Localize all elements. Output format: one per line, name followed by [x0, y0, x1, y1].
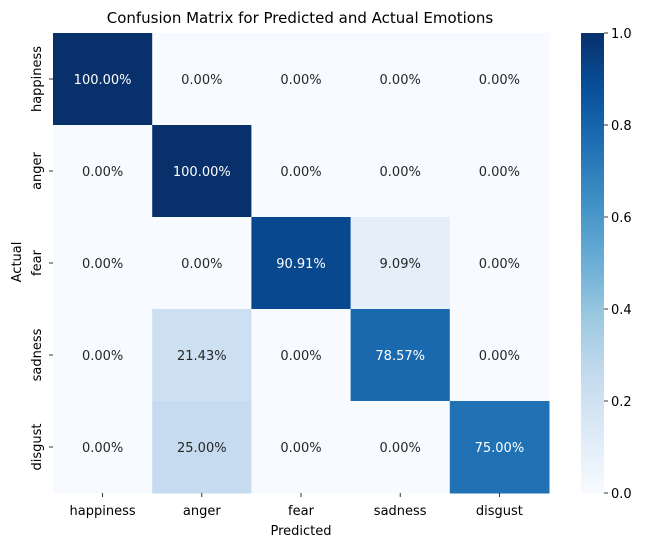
cell-annotation: 9.09% — [380, 257, 421, 272]
cell-annotation: 0.00% — [280, 73, 321, 88]
y-tick-label: happiness — [30, 46, 45, 112]
colorbar-tick-label: 1.0 — [611, 27, 632, 42]
cell-annotation: 0.00% — [479, 257, 520, 272]
heatmap-cell — [53, 125, 153, 218]
cell-annotation: 90.91% — [276, 257, 326, 272]
heatmap-cell — [53, 217, 153, 310]
cell-annotation: 0.00% — [82, 257, 123, 272]
cell-annotation: 100.00% — [74, 73, 132, 88]
heatmap-cell — [449, 401, 550, 494]
cell-annotation: 0.00% — [380, 73, 421, 88]
x-axis-label: Predicted — [270, 524, 331, 539]
colorbar-tick-label: 0.2 — [611, 395, 632, 410]
cell-annotation: 0.00% — [82, 349, 123, 364]
chart-title: Confusion Matrix for Predicted and Actua… — [107, 9, 494, 27]
cell-annotation: 0.00% — [479, 73, 520, 88]
heatmap-cell — [251, 125, 352, 218]
cell-annotations: 100.00% 0.00% 0.00% 0.00% 0.00% 0.00% 100.00% 0… — [74, 73, 525, 456]
colorbar-tick-label: 0.8 — [611, 119, 632, 134]
x-tick-label: anger — [183, 504, 221, 519]
colorbar-tick-label: 0.0 — [611, 487, 632, 502]
heatmap-cell — [152, 401, 252, 494]
x-tick-label: disgust — [476, 504, 523, 519]
cell-annotation: 0.00% — [479, 165, 520, 180]
heatmap-cell — [251, 309, 352, 402]
cell-annotation: 21.43% — [177, 349, 227, 364]
heatmap-cell — [449, 309, 550, 402]
cell-annotation: 75.00% — [475, 441, 525, 456]
heatmap-cell — [350, 217, 451, 310]
cell-annotation: 25.00% — [177, 441, 227, 456]
heatmap-cell — [53, 401, 153, 494]
y-tick-label: disgust — [30, 424, 45, 471]
cell-annotation: 0.00% — [380, 165, 421, 180]
heatmap-cell — [350, 309, 451, 402]
heatmap-cell — [350, 401, 451, 494]
cell-annotation: 100.00% — [173, 165, 231, 180]
heatmap-cell — [152, 309, 252, 402]
heatmap-cell — [152, 33, 252, 126]
heatmap-cell — [251, 401, 352, 494]
y-tick-label: anger — [30, 151, 45, 189]
colorbar-ticks: 0.0 0.2 0.4 0.6 0.8 1.0 — [604, 27, 632, 502]
cell-annotation: 0.00% — [82, 441, 123, 456]
colorbar-tick-label: 0.6 — [611, 211, 632, 226]
cell-annotation: 0.00% — [82, 165, 123, 180]
heatmap-cell — [350, 33, 451, 126]
heatmap-cell — [449, 33, 550, 126]
x-tick-label: fear — [288, 504, 315, 519]
y-axis-ticks: happiness anger fear sadness disgust — [30, 46, 53, 471]
y-axis-label: Actual — [10, 242, 25, 283]
x-tick-label: sadness — [374, 504, 427, 519]
cell-annotation: 0.00% — [479, 349, 520, 364]
heatmap-cell — [251, 33, 352, 126]
x-axis-ticks: happiness anger fear sadness disgust — [70, 493, 523, 519]
heatmap-cell — [350, 125, 451, 218]
colorbar-tick-label: 0.4 — [611, 303, 632, 318]
x-tick-label: happiness — [70, 504, 136, 519]
heatmap-cells — [53, 33, 550, 494]
cell-annotation: 78.57% — [375, 349, 425, 364]
heatmap-cell — [449, 217, 550, 310]
cell-annotation: 0.00% — [181, 73, 222, 88]
heatmap-cell — [152, 125, 252, 218]
cell-annotation: 0.00% — [280, 441, 321, 456]
cell-annotation: 0.00% — [380, 441, 421, 456]
heatmap-cell — [152, 217, 252, 310]
y-tick-label: fear — [30, 249, 45, 276]
y-tick-label: sadness — [30, 328, 45, 381]
heatmap-cell — [53, 309, 153, 402]
cell-annotation: 0.00% — [280, 165, 321, 180]
colorbar — [581, 33, 604, 493]
heatmap-cell — [251, 217, 352, 310]
heatmap-cell — [449, 125, 550, 218]
heatmap-cell — [53, 33, 153, 126]
cell-annotation: 0.00% — [181, 257, 222, 272]
cell-annotation: 0.00% — [280, 349, 321, 364]
